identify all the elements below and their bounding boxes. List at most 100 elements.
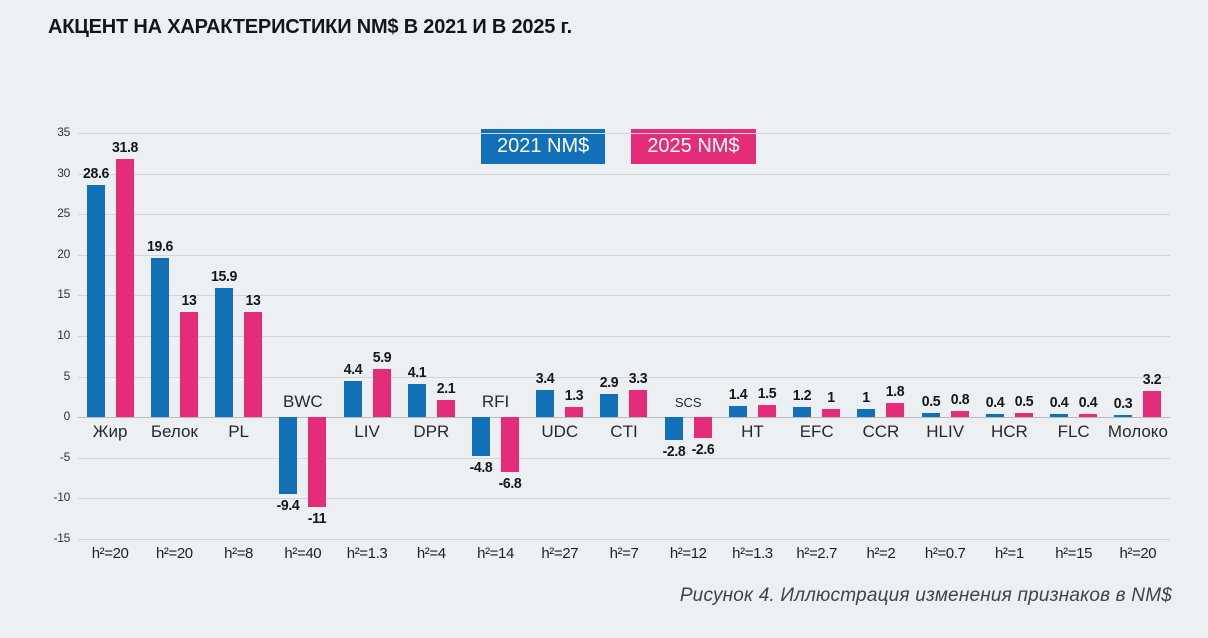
bar-2021 xyxy=(600,393,619,418)
y-axis-tick-label: 0 xyxy=(63,409,71,424)
category-group: 4.1 2.1 DPR xyxy=(399,133,463,539)
h2-label: h²=1 xyxy=(994,545,1024,562)
category-group: 28.6 31.8 Жир xyxy=(78,133,142,539)
gridline xyxy=(78,457,1170,459)
value-label: 28.6 xyxy=(82,164,109,182)
bar-2025 xyxy=(950,410,969,418)
y-axis-tick-label: -15 xyxy=(53,531,71,545)
bar-2025 xyxy=(693,417,712,439)
value-label: 15.9 xyxy=(211,268,238,286)
bar-2025 xyxy=(308,417,327,507)
bar-2021 xyxy=(343,381,362,418)
bar-2025 xyxy=(886,402,905,418)
value-label: 2.1 xyxy=(436,380,456,398)
gridline xyxy=(78,214,1170,216)
y-axis-tick-label: 25 xyxy=(57,206,70,221)
h2-label: h²=1.3 xyxy=(346,545,388,562)
value-label: -9.4 xyxy=(276,496,300,514)
value-label: 4.1 xyxy=(407,363,427,381)
category-group: 0.4 0.5 HCR xyxy=(977,133,1041,539)
category-group: 0.4 0.4 FLC xyxy=(1042,133,1106,539)
value-label: 1.3 xyxy=(565,386,584,404)
gridline xyxy=(78,173,1170,175)
value-label: 0.4 xyxy=(985,393,1005,411)
gridline xyxy=(78,336,1170,337)
bar-2021 xyxy=(86,184,105,418)
h2-label: h²=14 xyxy=(477,545,514,562)
bar-2021 xyxy=(664,417,683,440)
h2-label: h²=20 xyxy=(155,545,193,562)
category-label: EFC xyxy=(799,422,834,442)
bar-2021 xyxy=(793,407,812,418)
bar-2021 xyxy=(985,413,1004,418)
bar-2025 xyxy=(115,158,134,418)
h2-label: h²=8 xyxy=(224,545,253,562)
y-axis-tick-label: 30 xyxy=(57,165,70,180)
category-label: Молоко xyxy=(1107,422,1168,442)
value-label: 0.3 xyxy=(1114,394,1133,412)
category-label: HCR xyxy=(990,422,1028,442)
category-label: Жир xyxy=(92,422,128,442)
category-group: -4.8 -6.8 RFI xyxy=(463,133,527,539)
h2-label: h²=2 xyxy=(866,545,896,562)
category-label: SCS xyxy=(674,395,702,411)
bar-2025 xyxy=(179,311,198,418)
bar-2021 xyxy=(1050,413,1069,418)
value-label: 0.8 xyxy=(950,390,969,408)
category-label: CCR xyxy=(862,422,900,442)
h2-label: h²=27 xyxy=(541,545,579,562)
bar-2025 xyxy=(372,369,391,418)
value-label: 1.5 xyxy=(757,385,777,403)
bar-2025 xyxy=(244,311,263,418)
bar-2021 xyxy=(921,413,940,418)
y-axis-tick-label: 35 xyxy=(57,125,70,139)
bar-2025 xyxy=(436,400,455,418)
category-label: FLC xyxy=(1057,422,1090,442)
legend-label-2021: 2021 NM$ xyxy=(497,135,590,157)
value-label: -6.8 xyxy=(498,475,522,493)
category-label: LIV xyxy=(354,422,380,442)
gridline xyxy=(78,376,1170,378)
gridline xyxy=(78,539,1170,540)
value-label: -4.8 xyxy=(469,459,493,477)
value-label: 0.5 xyxy=(921,393,940,411)
category-label: HLIV xyxy=(926,422,965,442)
bar-2025 xyxy=(565,406,584,418)
value-label: 2.9 xyxy=(600,373,619,391)
category-group: 3.4 1.3 UDC xyxy=(528,133,592,539)
category-group: 0.5 0.8 HLIV xyxy=(913,133,977,539)
bar-2021 xyxy=(279,417,298,494)
category-label: Белок xyxy=(150,422,198,442)
h2-row: h²=20 h²=20 h²=8 h²=40 h²=1.3 h²=4 h²=14 h²=27 h… xyxy=(78,545,1170,562)
bar-2021 xyxy=(150,258,169,418)
h2-label: h²=0.7 xyxy=(924,545,966,562)
h2-label: h²=7 xyxy=(609,545,639,562)
h2-label: h²=2.7 xyxy=(796,545,837,562)
y-axis-tick-label: 5 xyxy=(63,368,71,383)
category-group: 1.2 1 EFC xyxy=(785,133,849,539)
category-label: BWC xyxy=(282,392,323,412)
h2-label: h²=1.3 xyxy=(732,545,773,562)
legend-label-2025: 2025 NM$ xyxy=(647,135,740,157)
category-label: RFI xyxy=(481,392,510,412)
value-label: 5.9 xyxy=(372,349,391,367)
value-label: 13 xyxy=(181,291,197,309)
category-label: PL xyxy=(228,422,249,442)
value-label: 1.8 xyxy=(886,382,905,400)
category-group: 0.3 3.2 Молоко xyxy=(1106,133,1170,539)
chart-title: АКЦЕНТ НА ХАРАКТЕРИСТИКИ NM$ В 2021 И В … xyxy=(48,16,573,38)
category-label: HT xyxy=(741,422,764,442)
y-axis-tick-label: 20 xyxy=(57,246,70,261)
category-label: UDC xyxy=(541,422,579,442)
h2-label: h²=15 xyxy=(1055,545,1093,562)
category-group: -2.8 -2.6 SCS xyxy=(656,133,720,539)
bar-2025 xyxy=(501,417,520,473)
plot-area: 28.6 31.8 Жир 19.6 13 Белок 15.9 13 PL -9.4 -11 BWC… xyxy=(54,125,1170,545)
bar-groups: 28.6 31.8 Жир 19.6 13 Белок 15.9 13 PL -9.4 -11 BWC… xyxy=(78,133,1170,539)
bar-2021 xyxy=(728,405,747,418)
y-axis-tick-label: 15 xyxy=(57,287,70,302)
legend-item-2021: 2021 NM$ xyxy=(481,129,606,164)
category-group: 2.9 3.3 CTI xyxy=(592,133,656,539)
bar-2025 xyxy=(1014,413,1033,418)
